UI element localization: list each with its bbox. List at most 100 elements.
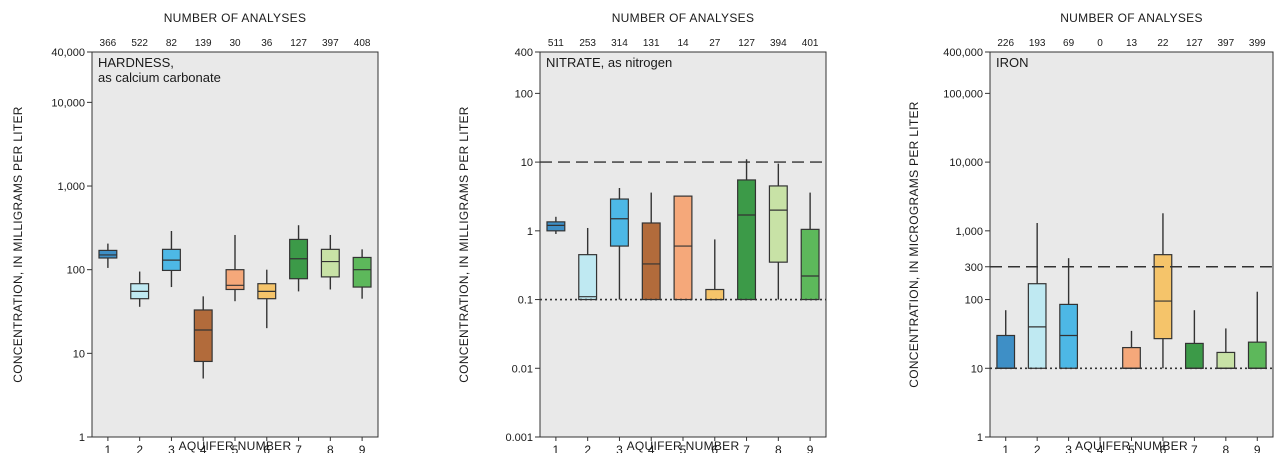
analysis-count: 394 (770, 38, 787, 49)
box-aquifer-8 (768, 163, 788, 300)
y-tick-label: 10 (971, 363, 983, 375)
box-body (1184, 342, 1204, 369)
y-tick-label: 100,000 (943, 88, 983, 100)
y-tick-label: 100 (965, 295, 983, 307)
y-tick-label: 1,000 (57, 181, 85, 193)
x-tick-label: 4 (1097, 443, 1104, 453)
x-tick-label: 7 (743, 443, 750, 453)
analysis-count: 0 (1097, 38, 1103, 49)
analysis-count: 30 (229, 38, 241, 49)
box-aquifer-9 (352, 249, 372, 299)
box-body (800, 228, 820, 301)
y-tick-label: 40,000 (51, 47, 85, 59)
x-tick-label: 6 (263, 443, 270, 453)
x-tick-label: 8 (1222, 443, 1229, 453)
x-tick-label: 2 (584, 443, 591, 453)
x-tick-label: 6 (711, 443, 718, 453)
analysis-count: 366 (100, 38, 117, 49)
box-body (98, 249, 118, 259)
analysis-count: 82 (166, 38, 178, 49)
x-tick-label: 5 (232, 443, 239, 453)
x-tick-label: 4 (648, 443, 655, 453)
x-axis-title: AQUIFER NUMBER (1075, 439, 1188, 453)
box-body (193, 309, 213, 363)
x-tick-label: 1 (553, 443, 560, 453)
box-body (641, 222, 661, 301)
chart-label: IRON (996, 55, 1029, 70)
y-tick-label: 0.01 (512, 363, 533, 375)
box-body (225, 269, 245, 291)
box-body (673, 195, 693, 301)
y-axis-title: CONCENTRATION, IN MILLIGRAMS PER LITER (457, 106, 471, 383)
chart-label: NITRATE, as nitrogen (546, 55, 672, 70)
box-body (1153, 254, 1173, 340)
box-body (737, 179, 757, 301)
box-body (996, 334, 1016, 369)
analysis-count: 14 (677, 38, 689, 49)
box-aquifer-2 (1027, 222, 1047, 369)
box-aquifer-4 (193, 296, 213, 379)
box-aquifer-5 (225, 234, 245, 302)
box-aquifer-5 (673, 195, 693, 301)
x-tick-label: 5 (680, 443, 687, 453)
box-aquifer-1 (996, 310, 1016, 369)
x-tick-label: 9 (807, 443, 814, 453)
box-body (1247, 341, 1267, 369)
x-tick-label: 2 (136, 443, 143, 453)
analysis-count: 401 (802, 38, 819, 49)
box-body (578, 254, 598, 301)
top-axis-title: NUMBER OF ANALYSES (164, 11, 307, 25)
top-axis-title: NUMBER OF ANALYSES (1060, 11, 1203, 25)
x-tick-label: 7 (295, 443, 302, 453)
box-aquifer-3 (161, 231, 181, 288)
box-body (1216, 351, 1236, 369)
analysis-count: 397 (1217, 38, 1234, 49)
y-tick-label: 400 (515, 47, 533, 59)
y-tick-label: 0.001 (505, 432, 533, 444)
box-body (352, 256, 372, 288)
y-tick-label: 300 (965, 262, 983, 274)
box-aquifer-7 (737, 159, 757, 301)
x-tick-label: 8 (775, 443, 782, 453)
y-tick-label: 10,000 (949, 157, 983, 169)
box-aquifer-4 (641, 192, 661, 301)
analysis-count: 36 (261, 38, 273, 49)
analysis-count: 69 (1063, 38, 1075, 49)
box-body (1027, 283, 1047, 369)
analysis-count: 127 (1186, 38, 1203, 49)
y-tick-label: 1 (527, 226, 533, 238)
analysis-count: 27 (709, 38, 721, 49)
top-axis-title: NUMBER OF ANALYSES (612, 11, 755, 25)
x-tick-label: 3 (168, 443, 175, 453)
x-tick-label: 7 (1191, 443, 1198, 453)
x-tick-label: 1 (1002, 443, 1009, 453)
x-tick-label: 6 (1160, 443, 1167, 453)
box-aquifer-6 (257, 269, 277, 329)
box-aquifer-2 (578, 227, 598, 301)
chart-label: as calcium carbonate (98, 70, 221, 85)
analysis-count: 511 (548, 38, 564, 49)
y-tick-label: 400,000 (943, 47, 983, 59)
x-axis-title: AQUIFER NUMBER (627, 439, 740, 453)
x-axis-title: AQUIFER NUMBER (179, 439, 292, 453)
x-tick-label: 9 (1254, 443, 1261, 453)
y-tick-label: 1 (977, 432, 983, 444)
analysis-count: 127 (738, 38, 755, 49)
box-body (1122, 346, 1141, 369)
y-tick-label: 10 (521, 157, 533, 169)
analysis-count: 131 (643, 38, 660, 49)
analysis-count: 22 (1157, 38, 1169, 49)
y-tick-label: 1 (79, 432, 85, 444)
y-tick-label: 10,000 (51, 97, 85, 109)
analysis-count: 226 (997, 38, 1014, 49)
y-tick-label: 0.1 (518, 295, 533, 307)
analysis-count: 139 (195, 38, 212, 49)
y-tick-label: 100 (515, 88, 533, 100)
box-body (546, 221, 566, 232)
box-aquifer-8 (320, 234, 340, 290)
chart-label: HARDNESS, (98, 55, 174, 70)
x-tick-label: 3 (616, 443, 623, 453)
analysis-count: 193 (1029, 38, 1046, 49)
